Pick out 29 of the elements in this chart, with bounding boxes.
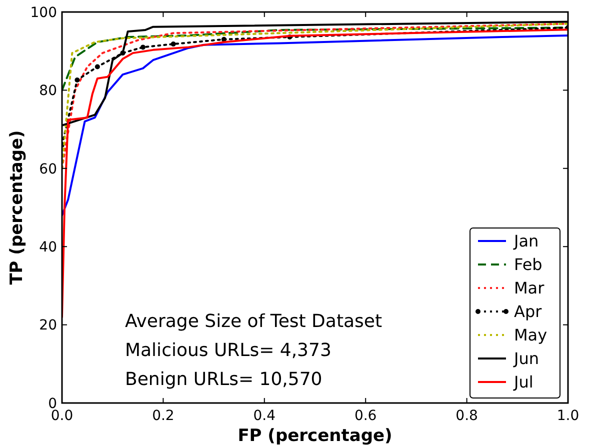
x-tick-label: 0.4 [253, 408, 276, 424]
y-tick-label: 80 [39, 83, 57, 100]
y-tick-label: 100 [30, 4, 57, 21]
legend-label: Apr [514, 302, 542, 322]
point [74, 78, 80, 83]
legend-label: Jan [513, 232, 539, 251]
x-tick-label: 0.8 [456, 408, 478, 424]
y-tick-label: 60 [39, 161, 57, 178]
point [170, 42, 176, 47]
legend-label: Feb [514, 255, 542, 274]
x-tick-label: 0.2 [152, 408, 174, 424]
x-tick-label: 1.0 [556, 408, 580, 424]
annotation: Benign URLs= 10,570 [125, 369, 322, 390]
legend-label: Mar [514, 278, 545, 298]
point [140, 44, 146, 50]
y-axis-title: TP (percentage) [7, 130, 27, 285]
line-series [62, 34, 568, 216]
y-tick-label: 40 [39, 240, 57, 256]
annotation: Malicious URLs= 4,373 [125, 340, 332, 361]
legend-label: Jun [513, 349, 539, 368]
x-tick-label: 0.0 [50, 408, 74, 424]
legend-label: May [514, 326, 548, 345]
legend-label: Jul [513, 372, 534, 392]
x-tick-label: 0.6 [354, 408, 377, 424]
y-tick-label: 20 [39, 318, 57, 334]
point [94, 64, 100, 70]
line-series [62, 22, 568, 170]
x-axis-title: FP (percentage) [238, 426, 392, 446]
annotation: Average Size of Test Dataset [125, 311, 382, 332]
